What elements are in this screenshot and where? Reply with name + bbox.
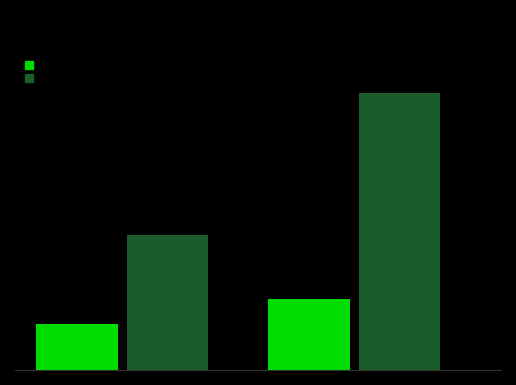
Bar	[359, 93, 440, 370]
Text: Chart 8: International tuition is higher than domestic tuition, and has grown fa: Chart 8: International tuition is higher…	[1, 4, 515, 17]
Bar	[127, 235, 208, 370]
Legend: Domestic tuition, International tuition: Domestic tuition, International tuition	[21, 56, 153, 89]
Bar	[268, 299, 349, 370]
Bar	[37, 324, 118, 370]
